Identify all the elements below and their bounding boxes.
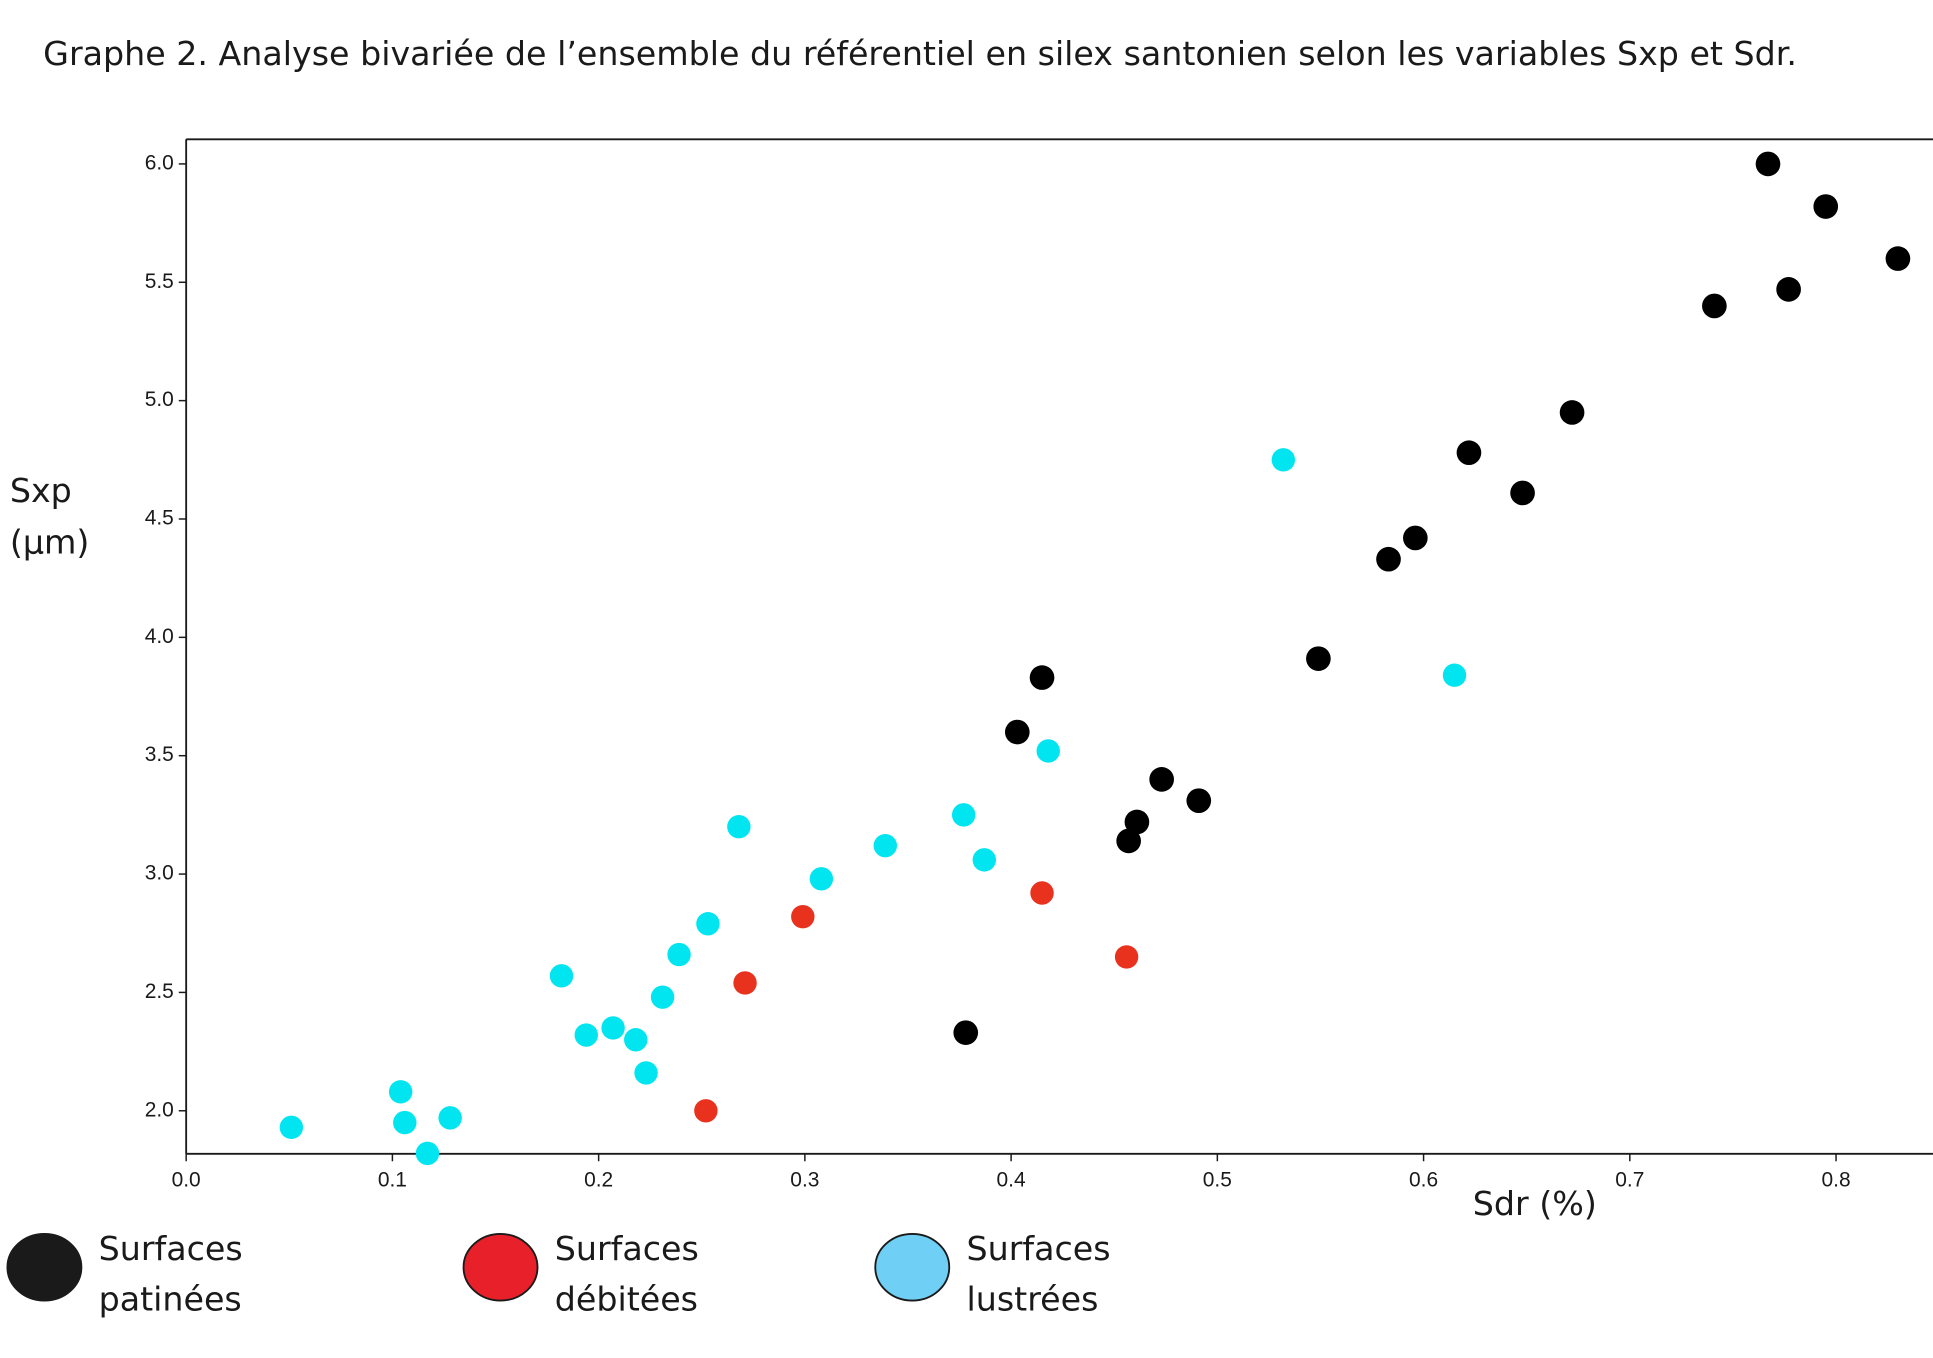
y-tick-label: 2.0 bbox=[145, 1098, 174, 1121]
point bbox=[1004, 719, 1030, 745]
x-tick-label: 0.0 bbox=[172, 1169, 201, 1192]
point bbox=[951, 803, 976, 827]
point bbox=[972, 848, 997, 872]
y-axis-label: Sxp (µm) bbox=[10, 470, 90, 561]
point bbox=[1776, 277, 1801, 302]
y-tick-label: 3.0 bbox=[145, 862, 174, 885]
point bbox=[1029, 665, 1055, 690]
point bbox=[438, 1106, 462, 1130]
y-tick-label: 6.0 bbox=[145, 151, 174, 174]
point bbox=[696, 912, 720, 936]
point bbox=[1755, 151, 1781, 177]
x-tick-label: 0.3 bbox=[790, 1169, 819, 1192]
y-tick-label: 3.5 bbox=[145, 743, 174, 766]
x-tick-label: 0.8 bbox=[1821, 1169, 1850, 1192]
point bbox=[1124, 809, 1150, 835]
x-tick-label: 0.6 bbox=[1409, 1169, 1438, 1192]
point bbox=[601, 1016, 625, 1040]
y-tick-label: 5.0 bbox=[145, 388, 174, 411]
x-tick-label: 0.4 bbox=[997, 1169, 1026, 1192]
point bbox=[791, 904, 815, 929]
point bbox=[634, 1061, 658, 1085]
x-tick-label: 0.1 bbox=[378, 1169, 407, 1192]
x-tick-label: 0.7 bbox=[1615, 1169, 1644, 1192]
point bbox=[1813, 194, 1839, 219]
point bbox=[1559, 400, 1585, 425]
point bbox=[873, 833, 898, 858]
point bbox=[1702, 293, 1727, 319]
point bbox=[1442, 663, 1467, 687]
point bbox=[1036, 739, 1060, 763]
y-tick-label: 5.5 bbox=[145, 270, 174, 293]
point bbox=[574, 1023, 598, 1047]
legend-marker bbox=[6, 1233, 83, 1302]
point bbox=[1149, 767, 1174, 792]
point bbox=[1186, 788, 1212, 814]
y-tick-label: 4.5 bbox=[145, 507, 174, 530]
x-tick-label: 0.5 bbox=[1203, 1169, 1232, 1192]
point bbox=[1456, 440, 1482, 466]
point bbox=[1116, 828, 1141, 854]
point bbox=[388, 1080, 413, 1104]
legend-marker bbox=[462, 1233, 539, 1302]
point bbox=[549, 964, 574, 988]
point bbox=[694, 1099, 718, 1123]
point bbox=[279, 1115, 304, 1140]
point bbox=[624, 1028, 648, 1052]
point bbox=[1030, 881, 1054, 905]
point bbox=[1114, 945, 1139, 969]
point bbox=[1271, 448, 1296, 472]
legend-marker bbox=[874, 1233, 951, 1302]
legend-label: Surfaces patinées bbox=[99, 1229, 243, 1319]
point bbox=[1885, 246, 1911, 271]
point bbox=[1403, 525, 1428, 551]
point bbox=[667, 942, 691, 967]
x-axis-label: Sdr (%) bbox=[1473, 1184, 1597, 1223]
point bbox=[1306, 646, 1331, 671]
point bbox=[393, 1110, 417, 1135]
point bbox=[809, 867, 834, 891]
legend-label: Surfaces débitées bbox=[555, 1229, 699, 1319]
point bbox=[1510, 480, 1535, 506]
y-tick-label: 4.0 bbox=[145, 625, 174, 648]
point bbox=[727, 815, 751, 839]
y-tick-label: 2.5 bbox=[145, 980, 174, 1003]
point bbox=[650, 985, 675, 1009]
point bbox=[733, 971, 757, 995]
point bbox=[953, 1020, 979, 1045]
x-tick-label: 0.2 bbox=[584, 1169, 613, 1192]
chart-title: Graphe 2. Analyse bivariée de l’ensemble… bbox=[43, 34, 1797, 73]
point bbox=[1376, 546, 1401, 572]
legend-label: Surfaces lustrées bbox=[967, 1229, 1111, 1319]
point bbox=[415, 1141, 440, 1166]
